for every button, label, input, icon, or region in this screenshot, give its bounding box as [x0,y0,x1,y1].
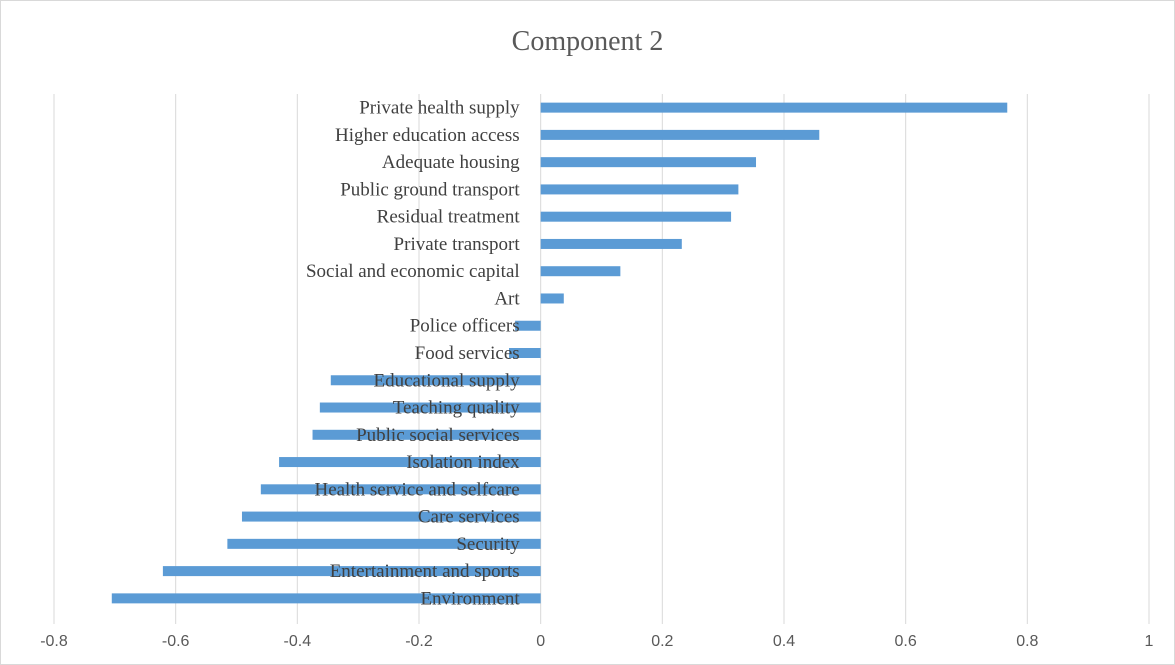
bar [540,266,621,277]
x-tick-label: -0.4 [284,633,312,650]
x-tick-label: 1 [1145,633,1154,650]
x-axis-ticks: -0.8 -0.6 -0.4 -0.2 0 0.2 0.4 0.6 0.8 1 [40,633,1153,650]
category-label: Police officers [410,316,520,337]
category-label: Teaching quality [393,398,520,419]
bar [162,566,541,577]
bar [312,429,541,440]
x-tick-label: 0.4 [773,633,795,650]
category-label: Art [494,288,520,309]
category-label: Adequate housing [382,152,520,173]
category-label: Residual treatment [377,207,521,228]
category-label: Educational supply [373,370,520,391]
bar [279,457,541,468]
x-tick-label: -0.8 [40,633,68,650]
category-label: Public social services [356,425,520,446]
x-tick-label: 0.6 [895,633,917,650]
bar [515,320,541,331]
bar [260,484,541,495]
chart-title: Component 2 [511,26,664,57]
gridlines [53,94,1150,624]
bar [540,238,682,249]
category-label: Entertainment and sports [330,561,520,582]
x-tick-label: 0.8 [1016,633,1038,650]
x-tick-label: -0.2 [405,633,433,650]
bar [540,293,564,304]
category-labels: Private health supply Higher education ac… [306,98,520,610]
category-label: Care services [418,507,520,528]
category-label: Public ground transport [340,179,520,200]
category-label: Higher education access [335,125,520,146]
bar [330,375,541,386]
category-label: Health service and selfcare [314,479,519,500]
category-label: Environment [420,588,520,609]
bar [227,538,541,549]
bar [319,402,541,413]
category-label: Security [456,534,520,555]
bars [111,102,1008,604]
bar [540,129,820,140]
category-label: Social and economic capital [306,261,520,282]
category-label: Private transport [394,234,521,255]
bar [540,184,739,195]
bar [540,157,757,168]
category-label: Private health supply [359,98,520,119]
bar [241,511,541,522]
category-label: Isolation index [406,452,520,473]
x-tick-label: -0.6 [162,633,190,650]
bar [111,593,541,604]
x-tick-label: 0 [536,633,545,650]
bar [540,211,732,222]
category-label: Food services [415,343,520,364]
bar [540,102,1008,113]
x-tick-label: 0.2 [651,633,673,650]
bar [509,348,541,358]
